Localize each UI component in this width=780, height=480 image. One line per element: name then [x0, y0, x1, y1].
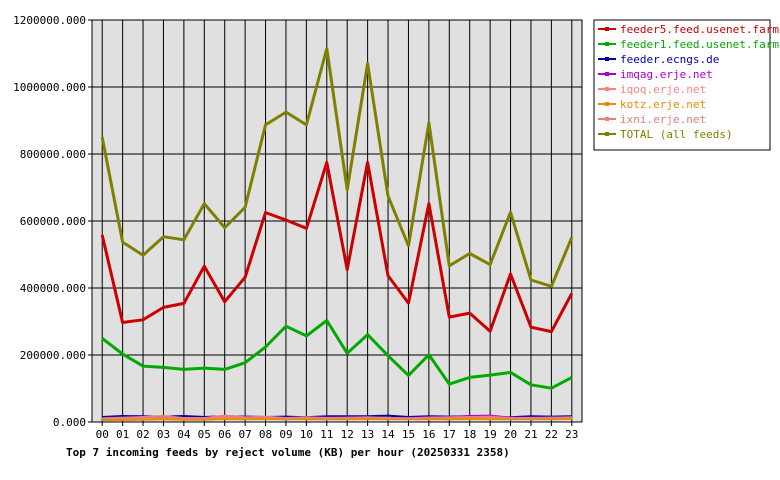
legend-marker	[605, 87, 609, 91]
series-line-6	[102, 414, 572, 420]
y-tick-label: 600000.000	[20, 215, 86, 228]
plot-border	[91, 19, 583, 423]
y-tick-label: 200000.000	[20, 349, 86, 362]
x-tick-label: 06	[218, 428, 231, 441]
series-line-0	[100, 160, 574, 334]
y-tick-label: 400000.000	[20, 282, 86, 295]
y-axis-ticks: 0.000 200000.000 400000.000 600000.000 80000…	[13, 14, 92, 429]
series-line-1	[101, 319, 573, 390]
x-tick-label: 22	[545, 428, 558, 441]
series-line-7	[100, 47, 574, 288]
x-tick-label: 17	[443, 428, 456, 441]
x-tick-label: 10	[300, 428, 313, 441]
legend-entry-label: TOTAL (all feeds)	[620, 128, 733, 141]
x-tick-label: 05	[198, 428, 211, 441]
x-tick-label: 04	[177, 428, 191, 441]
legend-marker	[605, 27, 609, 31]
y-tick-label: 0.000	[53, 416, 86, 429]
x-tick-label: 12	[341, 428, 354, 441]
legend-entry-label: ixni.erje.net	[620, 113, 706, 126]
chart-title: Top 7 incoming feeds by reject volume (K…	[66, 446, 510, 459]
legend-entry-label: kotz.erje.net	[620, 98, 706, 111]
legend-marker	[605, 57, 609, 61]
y-tick-label: 1200000.000	[13, 14, 86, 27]
x-tick-label: 07	[239, 428, 252, 441]
series-line-5	[102, 418, 572, 421]
x-tick-label: 08	[259, 428, 272, 441]
x-axis-ticks: 00 01 02 03 04 05 06 07 08 09 10 11 12 13 14 15 16 17 18 19…	[96, 422, 578, 441]
x-tick-label: 18	[463, 428, 476, 441]
x-tick-label: 13	[361, 428, 374, 441]
legend-marker	[605, 42, 609, 46]
legend-box	[593, 19, 771, 151]
legend-entry-label: feeder5.feed.usenet.farm	[620, 23, 779, 36]
x-tick-label: 16	[422, 428, 435, 441]
series-lines	[100, 47, 574, 421]
legend-entry-label: feeder1.feed.usenet.farm	[620, 38, 779, 51]
x-tick-label: 14	[381, 428, 395, 441]
x-tick-label: 21	[524, 428, 537, 441]
legend-marker	[605, 117, 609, 121]
y-tick-label: 800000.000	[20, 148, 86, 161]
x-tick-label: 09	[279, 428, 292, 441]
legend-entry-label: feeder.ecngs.de	[620, 53, 719, 66]
grid-lines	[92, 19, 582, 423]
x-tick-label: 00	[96, 428, 109, 441]
x-tick-label: 01	[116, 428, 129, 441]
legend-entry-label: imqag.erje.net	[620, 68, 713, 81]
x-tick-label: 23	[565, 428, 578, 441]
x-tick-label: 20	[504, 428, 517, 441]
y-tick-label: 1000000.000	[13, 81, 86, 94]
x-tick-label: 03	[157, 428, 170, 441]
x-tick-label: 15	[402, 428, 415, 441]
legend-marker	[605, 132, 609, 136]
legend-marker	[605, 72, 609, 76]
legend-entry-label: iqoq.erje.net	[620, 83, 706, 96]
x-tick-label: 11	[320, 428, 333, 441]
x-tick-label: 19	[484, 428, 497, 441]
legend-marker	[605, 102, 609, 106]
x-tick-label: 02	[136, 428, 149, 441]
legend: feeder5.feed.usenet.farm feeder1.feed.use…	[593, 19, 779, 151]
